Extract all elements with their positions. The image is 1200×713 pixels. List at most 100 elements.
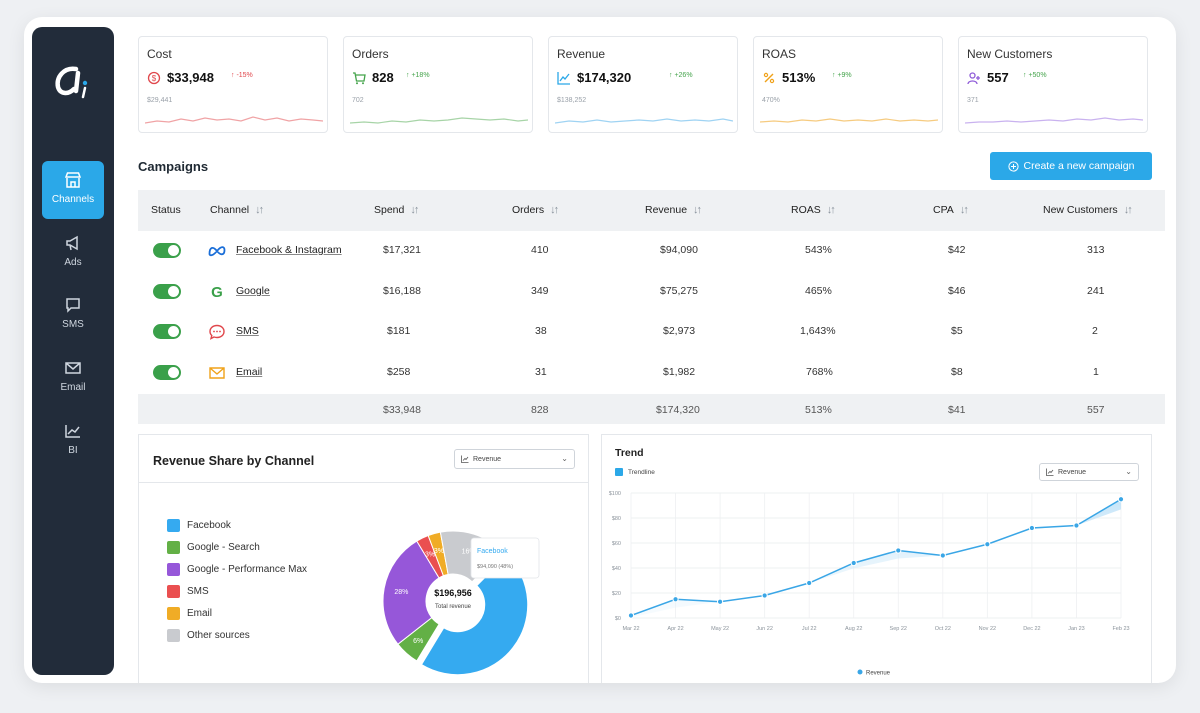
chat-icon <box>66 298 80 313</box>
cart-icon <box>353 72 366 85</box>
nav-ads[interactable]: Ads <box>42 224 104 282</box>
cell-new-customers: 313 <box>1087 244 1105 256</box>
sparkline <box>145 116 323 124</box>
svg-text:$: $ <box>152 74 157 83</box>
donut-slice-label: 28% <box>394 589 408 596</box>
legend-swatch <box>167 563 180 576</box>
data-point[interactable] <box>895 547 902 554</box>
chevron-down-icon: ⌄ <box>561 454 568 463</box>
table-row[interactable]: SMS $181 38 $2,973 1,643% $5 2 <box>138 312 1165 352</box>
kpi-previous: 470% <box>762 97 780 104</box>
app-logo[interactable] <box>52 63 94 99</box>
table-row[interactable]: Facebook & Instagram $17,321 410 $94,090… <box>138 231 1165 271</box>
cell-orders: 349 <box>531 285 549 297</box>
total-cpa: $41 <box>948 404 966 416</box>
trend-dropdown[interactable]: Revenue ⌄ <box>1039 463 1139 481</box>
sidebar: Channels Ads SMS Email BI <box>32 27 114 675</box>
status-toggle[interactable] <box>153 324 181 339</box>
line-chart-icon <box>557 72 570 85</box>
cell-revenue: $1,982 <box>663 366 696 378</box>
legend-swatch <box>167 629 180 642</box>
kpi-card-cost[interactable]: Cost $ $33,948 ↑ -15% $29,441 <box>138 36 328 133</box>
kpi-title: ROAS <box>762 47 797 61</box>
data-point[interactable] <box>939 552 946 559</box>
kpi-card-revenue[interactable]: Revenue $174,320 ↑ +26% $138,252 <box>548 36 738 133</box>
donut-center-value: $196,956 <box>434 588 472 598</box>
total-revenue: $174,320 <box>656 404 700 416</box>
column-header-revenue[interactable]: Revenue ↓↑ <box>645 204 702 216</box>
create-campaign-button[interactable]: Create a new campaign <box>990 152 1152 180</box>
cell-spend: $181 <box>387 325 411 337</box>
kpi-title: Cost <box>147 47 172 61</box>
status-toggle[interactable] <box>153 284 181 299</box>
meta-icon <box>208 246 226 257</box>
data-point[interactable] <box>1073 522 1080 529</box>
sparkline <box>555 118 733 124</box>
kpi-card-new-customers[interactable]: New Customers 557 ↑ +50% 371 <box>958 36 1148 133</box>
cell-new-customers: 1 <box>1093 366 1099 378</box>
legend-label: Email <box>187 608 213 619</box>
kpi-delta: ↑ -15% <box>231 72 253 79</box>
total-roas: 513% <box>805 404 832 416</box>
legend-item[interactable]: Email <box>167 607 212 620</box>
totals-row: $33,948 828 $174,320 513% $41 557 <box>138 394 1165 424</box>
data-point[interactable] <box>716 598 724 605</box>
column-header-orders[interactable]: Orders ↓↑ <box>512 204 559 216</box>
revenue-share-title: Revenue Share by Channel <box>153 454 315 468</box>
legend-item[interactable]: Facebook <box>167 519 231 532</box>
total-new-customers: 557 <box>1087 404 1105 416</box>
status-toggle[interactable] <box>153 365 181 380</box>
data-point[interactable] <box>806 579 813 587</box>
nav-channels-label: Channels <box>51 194 95 205</box>
column-header-spend[interactable]: Spend ↓↑ <box>374 204 419 216</box>
column-header-roas[interactable]: ROAS ↓↑ <box>791 204 836 216</box>
legend-marker <box>857 669 863 675</box>
column-header-new-customers[interactable]: New Customers ↓↑ <box>1043 204 1133 216</box>
legend-item[interactable]: Other sources <box>167 629 250 642</box>
create-campaign-label: Create a new campaign <box>1023 160 1135 172</box>
channel-link[interactable]: Email <box>236 366 263 378</box>
x-tick-label: Dec 22 <box>1023 626 1040 632</box>
cell-orders: 38 <box>535 325 547 337</box>
nav-channels[interactable]: Channels <box>42 161 104 219</box>
sort-icon: ↓↑ <box>255 204 264 216</box>
donut-slice-label: 3% <box>425 551 435 558</box>
kpi-card-orders[interactable]: Orders 828 ↑ +18% 702 <box>343 36 533 133</box>
legend-item[interactable]: Google - Search <box>167 541 260 554</box>
dollar-circle-icon: $ <box>147 71 161 85</box>
channel-link[interactable]: Facebook & Instagram <box>236 244 342 256</box>
data-point[interactable] <box>761 592 768 599</box>
channel-link[interactable]: SMS <box>236 325 259 337</box>
table-row[interactable]: G Google $16,188 349 $75,275 465% $46 24… <box>138 272 1165 312</box>
x-tick-label: Apr 22 <box>667 626 683 632</box>
data-point[interactable] <box>1028 524 1036 532</box>
legend-label: SMS <box>187 586 209 597</box>
kpi-delta: ↑ +18% <box>406 72 430 79</box>
data-point[interactable] <box>984 541 991 548</box>
trendline-checkbox[interactable]: Trendline <box>615 468 655 476</box>
cell-roas: 465% <box>805 285 832 297</box>
nav-bi[interactable]: BI <box>42 412 104 470</box>
status-toggle[interactable] <box>153 243 181 258</box>
donut-slice-facebook[interactable] <box>420 554 529 676</box>
series-line-revenue <box>630 498 1122 617</box>
kpi-value: $174,320 <box>577 70 632 85</box>
channel-link[interactable]: Google <box>236 285 270 297</box>
data-point[interactable] <box>672 596 679 603</box>
data-point[interactable] <box>627 612 635 619</box>
legend-label: Google - Search <box>187 542 260 553</box>
nav-email[interactable]: Email <box>42 349 104 407</box>
chevron-down-icon: ⌄ <box>1125 467 1132 476</box>
legend-item[interactable]: SMS <box>167 585 209 598</box>
column-header-status: Status <box>151 204 181 216</box>
column-header-channel[interactable]: Channel ↓↑ <box>210 204 264 216</box>
table-row[interactable]: Email $258 31 $1,982 768% $8 1 <box>138 353 1165 393</box>
kpi-card-roas[interactable]: ROAS 513% ↑ +9% 470% <box>753 36 943 133</box>
legend-item[interactable]: Google - Performance Max <box>167 563 307 576</box>
kpi-value: 557 <box>987 70 1009 85</box>
data-point[interactable] <box>1117 496 1125 503</box>
nav-sms[interactable]: SMS <box>42 286 104 344</box>
data-point[interactable] <box>850 559 857 567</box>
revenue-share-dropdown[interactable]: Revenue ⌄ <box>454 449 575 469</box>
column-header-cpa[interactable]: CPA ↓↑ <box>933 204 969 216</box>
